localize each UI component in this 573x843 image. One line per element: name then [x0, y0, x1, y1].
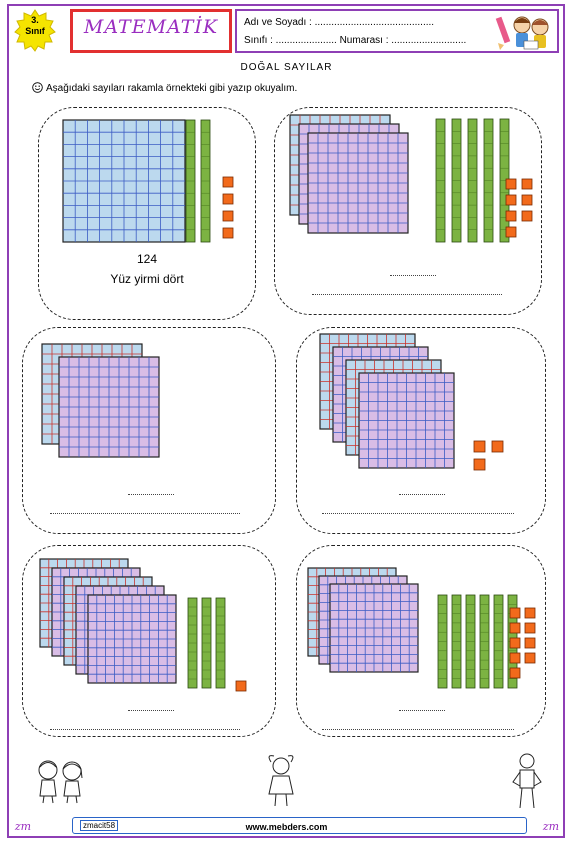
hundred-block: [58, 356, 160, 458]
ten-rod: [437, 594, 448, 689]
unit-cube: [222, 227, 234, 239]
base-ten-blocks: [41, 343, 160, 458]
unit-cube: [521, 194, 533, 206]
ten-rod: [499, 118, 510, 243]
ten-rod: [215, 597, 226, 689]
girl-icon: [268, 755, 294, 807]
ten-rod: [187, 597, 198, 689]
example-card: [38, 107, 256, 320]
hundred-block: [62, 119, 186, 243]
exercise-card-5: [296, 545, 546, 737]
unit-cube: [222, 176, 234, 188]
grade-badge: [14, 9, 56, 52]
unit-cube: [505, 226, 517, 238]
title-box: [70, 9, 232, 53]
words-answer-line[interactable]: [322, 729, 514, 730]
unit-cube: [509, 637, 521, 649]
unit-cube: [509, 667, 521, 679]
number-answer-line[interactable]: [128, 710, 174, 711]
footer-bar: [72, 817, 527, 834]
unit-cube: [521, 178, 533, 190]
unit-cube: [524, 622, 536, 634]
unit-cube: [509, 652, 521, 664]
example-words: Yüz yirmi dört: [110, 272, 184, 286]
ten-rod: [435, 118, 446, 243]
grade-label: 3. Sınıf: [25, 15, 45, 36]
unit-cube: [509, 607, 521, 619]
name-field[interactable]: Adı ve Soyadı : ........................…: [244, 17, 435, 28]
ten-rod: [467, 118, 478, 243]
unit-cube: [521, 210, 533, 222]
page-title: MATEMATİK: [83, 16, 219, 38]
ten-rod: [479, 594, 490, 689]
unit-cube: [235, 680, 247, 692]
base-ten-blocks: [289, 114, 533, 243]
ten-rod: [200, 119, 211, 243]
unit-cube: [509, 622, 521, 634]
unit-cube: [222, 210, 234, 222]
corner-mark-right: zm: [542, 820, 560, 833]
smiley-icon: [32, 82, 43, 93]
pencil-kids-icon: [495, 16, 549, 50]
footer-url[interactable]: www.mebders.com: [245, 822, 328, 832]
unit-cube: [505, 178, 517, 190]
hundred-block: [87, 594, 177, 684]
base-ten-blocks: [39, 558, 247, 692]
hundred-block: [307, 132, 409, 234]
instruction-text: Aşağıdaki sayıları rakamla örnekteki gib…: [46, 83, 298, 94]
footer-code: zmacit58: [80, 820, 119, 831]
worksheet-heading: DOĞAL SAYILAR: [240, 62, 333, 73]
unit-cube: [473, 458, 486, 471]
base-ten-blocks: [307, 567, 536, 689]
words-answer-line[interactable]: [312, 294, 502, 295]
number-answer-line[interactable]: [399, 494, 445, 495]
words-answer-line[interactable]: [50, 729, 240, 730]
exercise-card-4: [22, 545, 276, 737]
example-number: 124: [136, 252, 158, 266]
ten-rod: [451, 594, 462, 689]
unit-cube: [473, 440, 486, 453]
words-answer-line[interactable]: [50, 513, 240, 514]
exercise-card-1: [274, 107, 542, 315]
student-info-box: [235, 9, 559, 53]
base-ten-blocks: [62, 119, 234, 243]
ten-rod: [483, 118, 494, 243]
ten-rod: [185, 119, 196, 243]
number-answer-line[interactable]: [128, 494, 174, 495]
number-answer-line[interactable]: [390, 275, 436, 276]
class-number-field[interactable]: Sınıfı : ...................... Numarası…: [244, 35, 467, 46]
ten-rod: [493, 594, 504, 689]
base-ten-blocks: [319, 333, 504, 471]
unit-cube: [524, 637, 536, 649]
corner-mark-left: zm: [14, 820, 32, 833]
unit-cube: [505, 210, 517, 222]
ten-rod: [201, 597, 212, 689]
unit-cube: [505, 194, 517, 206]
number-answer-line[interactable]: [399, 710, 445, 711]
ten-rod: [465, 594, 476, 689]
hundred-block: [329, 583, 419, 673]
unit-cube: [222, 193, 234, 205]
hundred-block: [358, 372, 455, 469]
exercise-card-2: [22, 327, 276, 534]
unit-cube: [524, 607, 536, 619]
words-answer-line[interactable]: [322, 513, 514, 514]
boy-icon: [512, 753, 542, 809]
page-frame: [7, 4, 565, 838]
unit-cube: [491, 440, 504, 453]
exercise-card-3: [296, 327, 546, 534]
children-icon: [38, 760, 83, 804]
ten-rod: [451, 118, 462, 243]
unit-cube: [524, 652, 536, 664]
